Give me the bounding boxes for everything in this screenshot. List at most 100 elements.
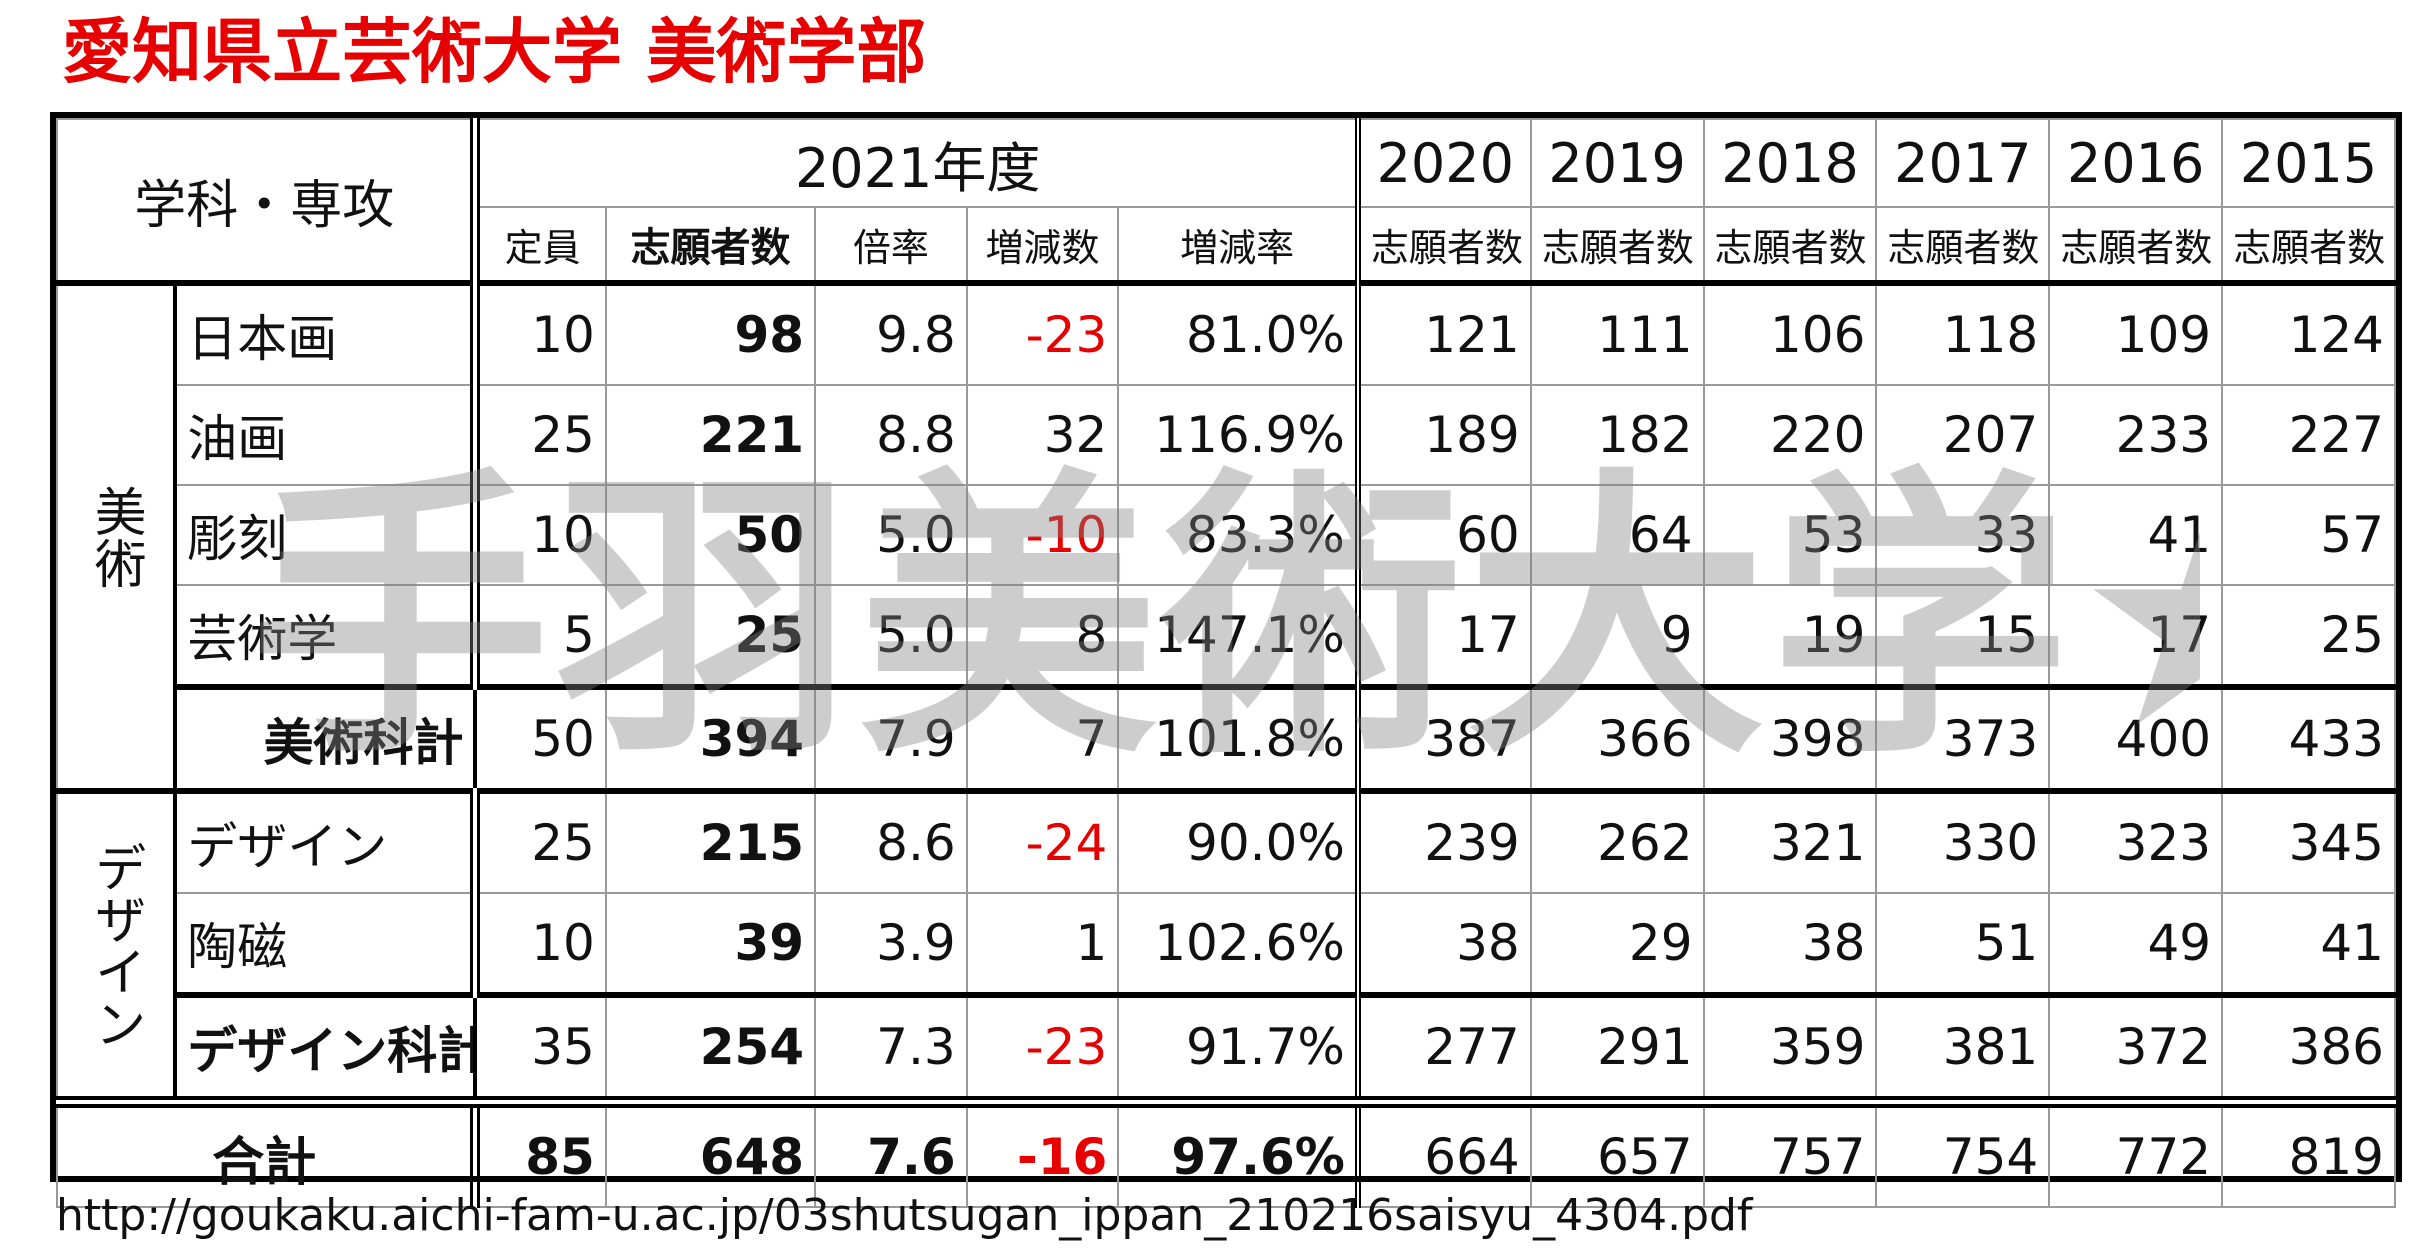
history-cell-2017: 15 — [1875, 584, 2051, 688]
subtotal-label: デザイン科計 — [173, 992, 478, 1103]
capacity-cell: 5 — [474, 584, 607, 688]
history-cell-2020: 60 — [1356, 484, 1532, 586]
history-cell-2020: 17 — [1356, 584, 1532, 688]
history-cell-2019: 111 — [1529, 280, 1705, 386]
history-cell-2015: 41 — [2221, 892, 2396, 996]
history-cell-2017: 118 — [1875, 280, 2051, 386]
history-cell-2017: 373 — [1875, 684, 2051, 792]
change-cell: 8 — [965, 584, 1120, 688]
history-cell-2019: 29 — [1529, 892, 1705, 996]
history-cell-2016: 49 — [2048, 892, 2224, 996]
history-cell-2018: 220 — [1702, 384, 1878, 486]
history-cell-2019: 182 — [1529, 384, 1705, 486]
history-cell-2018: 321 — [1702, 788, 1878, 894]
applicants-cell: 98 — [604, 280, 817, 386]
capacity-header: 定員 — [474, 206, 607, 284]
history-cell-2015: 819 — [2221, 1096, 2396, 1208]
change-cell: 7 — [965, 684, 1120, 792]
design-group-label: デザイン — [55, 788, 178, 1103]
year-header-2016: 2016 — [2048, 118, 2224, 208]
applicants-cell: 50 — [604, 484, 817, 586]
dept-name: 彫刻 — [174, 484, 481, 586]
dept-name: 日本画 — [174, 280, 481, 386]
applicants-cell: 221 — [604, 384, 817, 486]
history-cell-2018: 359 — [1702, 992, 1878, 1103]
change-cell: 1 — [965, 892, 1120, 996]
capacity-cell: 10 — [474, 484, 607, 586]
ratio-cell: 7.6 — [814, 1096, 968, 1208]
applicants-header-2019: 志願者数 — [1529, 206, 1705, 284]
table-row: 芸術学 5 25 5.0 8 147.1% 17 9 19 15 17 25 — [57, 584, 2396, 688]
history-cell-2018: 398 — [1702, 684, 1878, 792]
history-cell-2016: 17 — [2048, 584, 2224, 688]
applicants-cell: 25 — [604, 584, 817, 688]
ratio-cell: 7.9 — [814, 684, 968, 792]
ratio-cell: 5.0 — [814, 484, 968, 586]
table-row: 美術 日本画 10 98 9.8 -23 81.0% 121 111 106 1… — [55, 280, 2396, 792]
ratio-cell: 9.8 — [814, 280, 968, 386]
history-cell-2015: 345 — [2221, 788, 2396, 894]
capacity-cell: 35 — [474, 992, 607, 1103]
applicants-cell: 394 — [604, 684, 817, 792]
current-year-header: 2021年度 — [474, 118, 1361, 208]
history-cell-2016: 109 — [2048, 280, 2224, 386]
history-cell-2020: 664 — [1356, 1096, 1532, 1208]
history-cell-2019: 366 — [1529, 684, 1705, 792]
history-cell-2020: 38 — [1356, 892, 1532, 996]
history-cell-2020: 189 — [1356, 384, 1532, 486]
applicant-table-frame: 学科・専攻 2021年度 2020 2019 2018 2017 2016 20… — [50, 112, 2402, 1208]
history-cell-2015: 386 — [2221, 992, 2396, 1103]
history-cell-2019: 262 — [1529, 788, 1705, 894]
applicants-cell: 39 — [604, 892, 817, 996]
table-row: 陶磁 10 39 3.9 1 102.6% 38 29 38 51 49 41 — [57, 892, 2396, 996]
change-rate-cell: 147.1% — [1117, 584, 1361, 688]
history-cell-2018: 757 — [1702, 1096, 1878, 1208]
history-cell-2019: 291 — [1529, 992, 1705, 1103]
capacity-cell: 25 — [474, 788, 607, 894]
change-header: 増減数 — [965, 206, 1120, 284]
dept-name: デザイン — [174, 788, 481, 894]
ratio-cell: 3.9 — [814, 892, 968, 996]
table-row: デザイン デザイン 25 215 8.6 -24 90.0% 239 262 3… — [55, 788, 2396, 1103]
history-cell-2018: 53 — [1702, 484, 1878, 586]
history-cell-2017: 330 — [1875, 788, 2051, 894]
art-group-label: 美術 — [55, 280, 178, 792]
applicant-table: 学科・専攻 2021年度 2020 2019 2018 2017 2016 20… — [55, 118, 2396, 1208]
applicants-header-2015: 志願者数 — [2221, 206, 2396, 284]
history-cell-2016: 372 — [2048, 992, 2224, 1103]
ratio-cell: 8.8 — [814, 384, 968, 486]
subtotal-row: 美術科計 50 394 7.9 7 101.8% 387 366 398 373… — [57, 684, 2396, 792]
change-cell: -23 — [965, 992, 1120, 1103]
page-title: 愛知県立芸術大学 美術学部 — [62, 11, 927, 93]
history-cell-2019: 64 — [1529, 484, 1705, 586]
change-rate-header: 増減率 — [1117, 206, 1361, 284]
change-rate-cell: 90.0% — [1117, 788, 1361, 894]
history-cell-2016: 323 — [2048, 788, 2224, 894]
applicants-header-2017: 志願者数 — [1875, 206, 2051, 284]
change-rate-cell: 97.6% — [1117, 1096, 1361, 1208]
capacity-cell: 50 — [474, 684, 607, 792]
ratio-header: 倍率 — [814, 206, 968, 284]
change-cell: 32 — [965, 384, 1120, 486]
dept-header: 学科・専攻 — [55, 118, 481, 284]
history-cell-2018: 106 — [1702, 280, 1878, 386]
change-rate-cell: 116.9% — [1117, 384, 1361, 486]
source-url: http://goukaku.aichi-fam-u.ac.jp/03shuts… — [56, 1190, 1753, 1241]
history-cell-2017: 754 — [1875, 1096, 2051, 1208]
applicants-cell: 215 — [604, 788, 817, 894]
year-header-2019: 2019 — [1529, 118, 1705, 208]
capacity-cell: 25 — [474, 384, 607, 486]
history-cell-2016: 233 — [2048, 384, 2224, 486]
grand-total-row: 合計 85 648 7.6 -16 97.6% 664 657 757 754 … — [55, 1096, 2396, 1208]
subtotal-label: 美術科計 — [173, 684, 478, 792]
capacity-cell: 10 — [474, 280, 607, 386]
ratio-cell: 5.0 — [814, 584, 968, 688]
capacity-cell: 85 — [474, 1096, 607, 1208]
applicants-header-2018: 志願者数 — [1702, 206, 1878, 284]
applicants-header: 志願者数 — [604, 206, 817, 284]
applicants-header-2020: 志願者数 — [1356, 206, 1532, 284]
change-rate-cell: 81.0% — [1117, 280, 1361, 386]
history-cell-2015: 433 — [2221, 684, 2396, 792]
change-cell: -24 — [965, 788, 1120, 894]
history-cell-2019: 657 — [1529, 1096, 1705, 1208]
